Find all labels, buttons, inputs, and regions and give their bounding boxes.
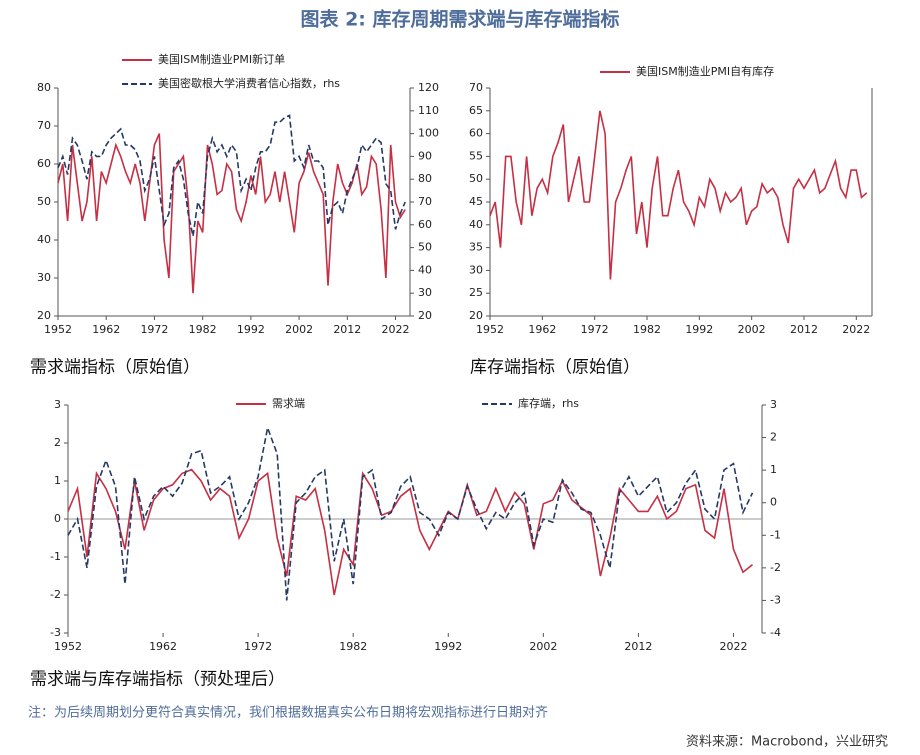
- y2-tick-label: -3: [770, 593, 781, 606]
- y-tick-label: 70: [37, 119, 51, 132]
- y-tick-label: 35: [469, 241, 483, 254]
- y2-tick-label: 3: [770, 398, 777, 411]
- y-tick-label: 55: [469, 149, 483, 162]
- y2-tick-label: -1: [770, 528, 781, 541]
- y2-tick-label: 50: [418, 241, 432, 254]
- x-tick-label: 1952: [44, 323, 72, 336]
- y-tick-label: 0: [54, 512, 61, 525]
- note: 注：为后续周期划分更符合真实情况，我们根据数据真实公布日期将宏观指标进行日期对齐: [28, 705, 548, 721]
- y2-tick-label: 0: [770, 496, 777, 509]
- y-tick-label: 70: [469, 81, 483, 94]
- x-tick-label: 2012: [333, 323, 361, 336]
- page-title: 图表 2: 库存周期需求端与库存端指标: [300, 8, 619, 31]
- y-tick-label: 2: [54, 436, 61, 449]
- legend-label: 库存端，rhs: [518, 396, 579, 410]
- y-tick-label: 80: [37, 81, 51, 94]
- x-tick-label: 1992: [237, 323, 265, 336]
- x-tick-label: 1982: [189, 323, 217, 336]
- y2-tick-label: 90: [418, 149, 432, 162]
- x-tick-label: 1962: [92, 323, 120, 336]
- y-tick-label: 60: [469, 127, 483, 140]
- x-tick-label: 1992: [434, 640, 462, 653]
- x-tick-label: 2022: [842, 323, 870, 336]
- x-tick-label: 2012: [624, 640, 652, 653]
- chart-caption: 需求端指标（原始值）: [30, 358, 200, 378]
- y-tick-label: -3: [50, 626, 61, 639]
- y-tick-label: 20: [469, 309, 483, 322]
- y2-tick-label: 1: [770, 463, 777, 476]
- chart-caption: 库存端指标（原始值）: [470, 358, 640, 378]
- x-tick-label: 1962: [528, 323, 556, 336]
- x-tick-label: 1952: [476, 323, 504, 336]
- x-tick-label: 1962: [149, 640, 177, 653]
- chart-caption: 需求端与库存端指标（预处理后）: [30, 670, 285, 690]
- y-tick-label: 30: [469, 263, 483, 276]
- y-tick-label: -2: [50, 588, 61, 601]
- y-tick-label: 50: [37, 195, 51, 208]
- y2-tick-label: -4: [770, 626, 781, 639]
- x-tick-label: 1972: [581, 323, 609, 336]
- y-tick-label: 60: [37, 157, 51, 170]
- y2-tick-label: 80: [418, 172, 432, 185]
- series-line: [57, 133, 406, 294]
- legend-label: 美国ISM制造业PMI新订单: [158, 52, 285, 66]
- x-tick-label: 1972: [140, 323, 168, 336]
- legend-label: 美国密歇根大学消费者信心指数，rhs: [158, 76, 340, 90]
- series-line: [67, 468, 753, 596]
- y-tick-label: 3: [54, 398, 61, 411]
- y2-tick-label: 30: [418, 286, 432, 299]
- y2-tick-label: 40: [418, 263, 432, 276]
- y2-tick-label: 100: [418, 127, 439, 140]
- y2-tick-label: 20: [418, 309, 432, 322]
- x-tick-label: 2022: [382, 323, 410, 336]
- x-tick-label: 1972: [244, 640, 272, 653]
- legend-label: 美国ISM制造业PMI自有库存: [636, 64, 774, 78]
- x-tick-label: 1992: [685, 323, 713, 336]
- y2-tick-label: -2: [770, 561, 781, 574]
- y-tick-label: 45: [469, 195, 483, 208]
- y2-tick-label: 2: [770, 431, 777, 444]
- x-tick-label: 2012: [790, 323, 818, 336]
- x-tick-label: 1952: [54, 640, 82, 653]
- y-tick-label: -1: [50, 550, 61, 563]
- y-tick-label: 30: [37, 271, 51, 284]
- series-line: [489, 110, 868, 280]
- source: 资料来源：Macrobond，兴业研究: [686, 735, 888, 750]
- y-tick-label: 20: [37, 309, 51, 322]
- x-tick-label: 1982: [633, 323, 661, 336]
- y-tick-label: 25: [469, 286, 483, 299]
- legend-label: 需求端: [272, 397, 305, 410]
- x-tick-label: 2002: [529, 640, 557, 653]
- y2-tick-label: 60: [418, 218, 432, 231]
- y-tick-label: 50: [469, 172, 483, 185]
- y-tick-label: 65: [469, 104, 483, 117]
- y-tick-label: 40: [469, 218, 483, 231]
- y2-tick-label: 110: [418, 104, 439, 117]
- series-line: [67, 424, 754, 601]
- x-tick-label: 2002: [738, 323, 766, 336]
- x-tick-label: 1982: [339, 640, 367, 653]
- y-tick-label: 1: [54, 474, 61, 487]
- y2-tick-label: 70: [418, 195, 432, 208]
- x-tick-label: 2022: [719, 640, 747, 653]
- y-tick-label: 40: [37, 233, 51, 246]
- y2-tick-label: 120: [418, 81, 439, 94]
- series-line: [57, 114, 406, 237]
- x-tick-label: 2002: [285, 323, 313, 336]
